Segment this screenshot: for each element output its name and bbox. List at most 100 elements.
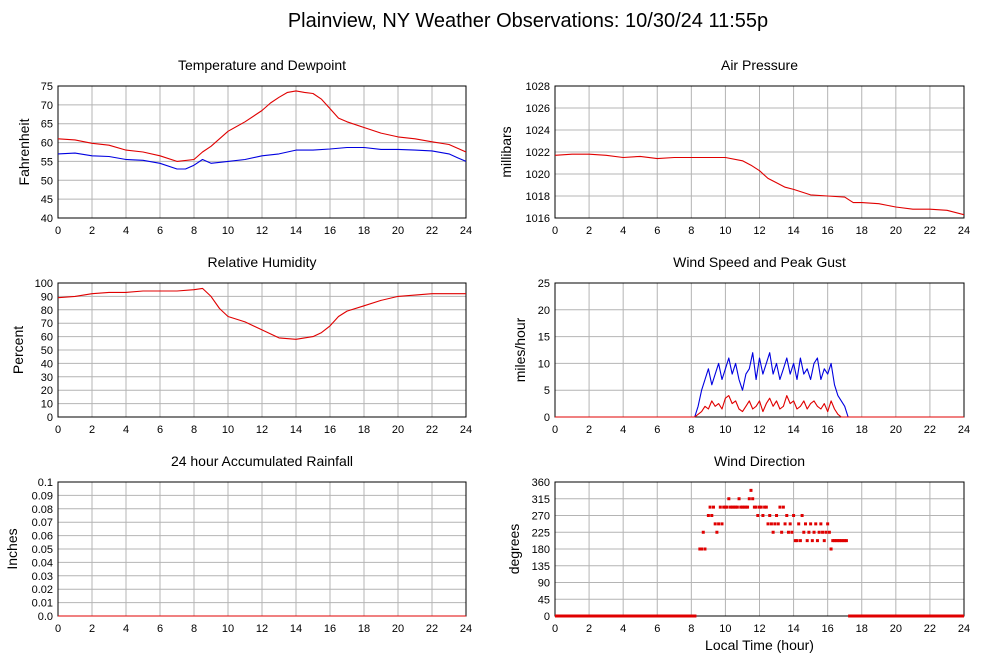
direction-point	[734, 505, 738, 509]
direction-point	[769, 522, 773, 526]
humidity-title: Relative Humidity	[208, 254, 317, 270]
direction-point	[838, 539, 842, 543]
pressure-y-axis-label: millibars	[498, 126, 514, 177]
rain-x-tick-label: 6	[157, 623, 163, 635]
pressure-data	[555, 153, 964, 216]
direction-point	[836, 539, 840, 543]
direction-point	[717, 522, 721, 526]
humidity-x-tick-label: 18	[358, 424, 370, 436]
rain-y-axis-label: Inches	[4, 528, 20, 569]
temp-y-tick-label: 65	[41, 119, 53, 131]
direction-point	[829, 547, 833, 551]
direction-point	[703, 547, 707, 551]
rain-y-tick-label: 0.05	[32, 544, 53, 556]
direction-x-tick-label: 10	[719, 623, 731, 635]
wind-y-tick-label: 15	[538, 332, 550, 344]
direction-point	[763, 505, 767, 509]
rain-y-tick-label: 0.06	[32, 531, 53, 543]
direction-data	[555, 488, 964, 618]
wind-y-tick-label: 0	[544, 412, 550, 424]
humidity-x-tick-label: 14	[290, 424, 302, 436]
direction-point	[793, 539, 797, 543]
direction-point	[754, 505, 758, 509]
direction-x-axis-label: Local Time (hour)	[705, 637, 814, 653]
temp-x-tick-label: 2	[89, 225, 95, 237]
direction-x-tick-label: 4	[620, 623, 626, 635]
direction-point	[756, 514, 760, 517]
direction-point	[824, 530, 828, 534]
direction-point	[739, 505, 743, 509]
direction-x-tick-label: 20	[890, 623, 902, 635]
direction-title: Wind Direction	[714, 453, 805, 469]
direction-x-tick-label: 8	[688, 623, 694, 635]
temp-y-tick-label: 40	[41, 213, 53, 225]
direction-point	[759, 505, 763, 509]
temp-y-axis-label: Fahrenheit	[16, 118, 32, 185]
temp-x-tick-label: 0	[55, 225, 61, 237]
humidity-frame	[57, 282, 467, 418]
temp-series-0-line	[58, 90, 466, 162]
direction-x-tick-label: 16	[822, 623, 834, 635]
direction-x-tick-label: 24	[958, 623, 970, 635]
direction-point	[715, 530, 719, 534]
direction-point	[771, 530, 775, 534]
pressure-y-tick-label: 1028	[526, 81, 550, 93]
direction-point	[708, 505, 712, 509]
direction-point	[797, 522, 801, 526]
wind-data	[555, 352, 964, 418]
direction-y-tick-label: 270	[532, 511, 550, 523]
direction-point	[821, 530, 825, 534]
temp-x-tick-label: 24	[460, 225, 472, 237]
pressure-y-tick-label: 1022	[526, 147, 550, 159]
direction-point	[698, 547, 702, 551]
direction-point	[766, 522, 770, 526]
temp-x-tick-label: 4	[123, 225, 129, 237]
direction-y-axis-label: degrees	[506, 524, 522, 575]
wind-y-tick-label: 10	[538, 358, 550, 370]
temp-title: Temperature and Dewpoint	[178, 57, 346, 73]
pressure-frame	[554, 85, 965, 219]
direction-point	[812, 530, 816, 534]
direction-point	[701, 530, 705, 534]
direction-point	[747, 497, 751, 501]
direction-point	[761, 514, 765, 517]
humidity-y-tick-label: 40	[41, 358, 53, 370]
temp-x-tick-label: 22	[426, 225, 438, 237]
direction-y-tick-label: 45	[538, 594, 550, 606]
rain-y-tick-label: 0.03	[32, 571, 53, 583]
humidity-x-tick-label: 6	[157, 424, 163, 436]
direction-point	[737, 497, 741, 501]
wind-x-tick-label: 22	[924, 424, 936, 436]
pressure-x-tick-label: 6	[654, 225, 660, 237]
rain-x-tick-label: 22	[426, 623, 438, 635]
direction-point	[725, 505, 729, 509]
direction-point	[735, 505, 739, 509]
rain-x-tick-label: 16	[324, 623, 336, 635]
direction-point	[817, 530, 821, 534]
direction-x-tick-label: 14	[787, 623, 799, 635]
temp-y-tick-label: 50	[41, 175, 53, 187]
direction-point	[778, 505, 782, 509]
rain-y-tick-label: 0.07	[32, 517, 53, 529]
rain-x-tick-label: 14	[290, 623, 302, 635]
pressure-y-tick-label: 1018	[526, 191, 550, 203]
pressure-x-tick-label: 22	[924, 225, 936, 237]
direction-point	[841, 539, 845, 543]
rain-y-tick-label: 0.08	[32, 504, 53, 516]
direction-point	[711, 505, 715, 509]
direction-point	[810, 539, 814, 543]
direction-point	[839, 539, 843, 543]
pressure-x-tick-label: 10	[719, 225, 731, 237]
direction-point	[720, 522, 724, 526]
pressure-series-0-line	[555, 153, 964, 216]
direction-point	[713, 522, 717, 526]
rain-y-tick-label: 0.01	[32, 598, 53, 610]
direction-point	[783, 522, 787, 526]
temp-y-tick-label: 45	[41, 194, 53, 206]
direction-point	[788, 522, 792, 526]
pressure-x-tick-label: 0	[552, 225, 558, 237]
direction-y-tick-label: 225	[532, 527, 550, 539]
temp-x-tick-label: 12	[256, 225, 268, 237]
